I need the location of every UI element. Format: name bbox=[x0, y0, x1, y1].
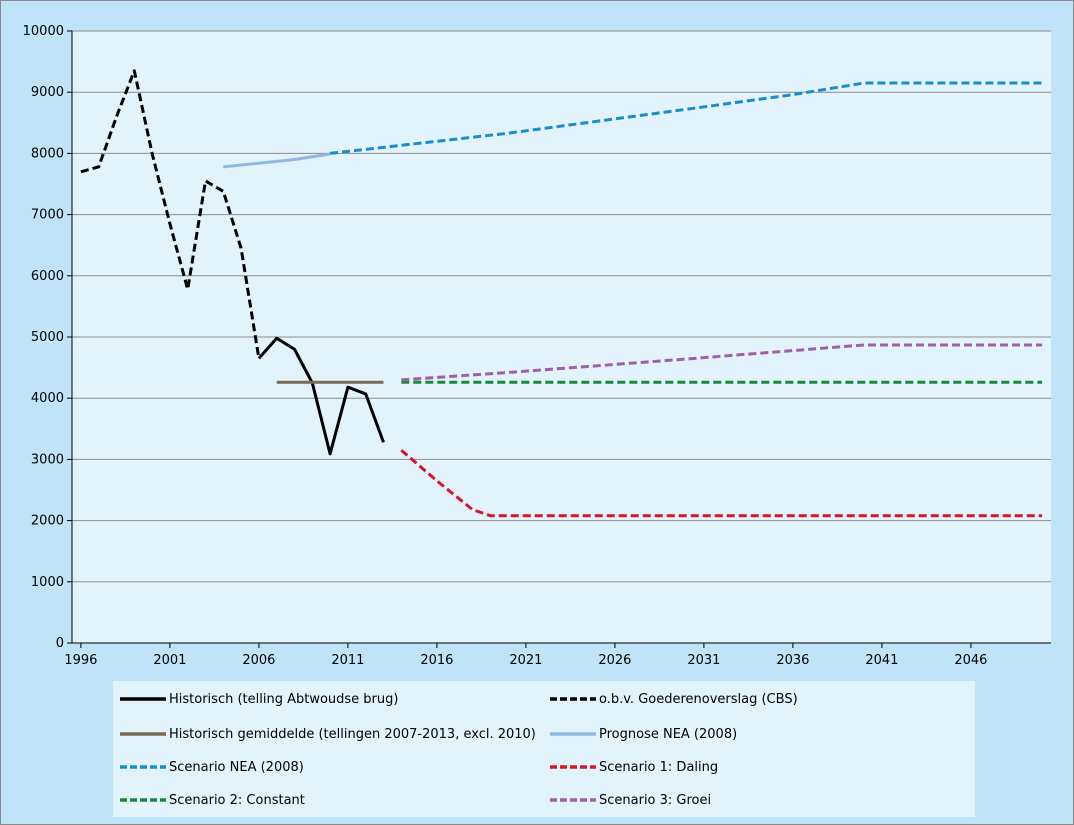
legend-swatch bbox=[120, 732, 166, 736]
legend-label: Scenario NEA (2008) bbox=[169, 759, 304, 775]
y-tick-label: 6000 bbox=[31, 269, 64, 284]
y-tick-label: 7000 bbox=[31, 208, 64, 223]
y-tick-label: 5000 bbox=[31, 330, 64, 345]
y-tick-label: 4000 bbox=[31, 391, 64, 406]
y-tick-label: 9000 bbox=[31, 85, 64, 100]
series-line bbox=[401, 343, 1043, 382]
legend-swatch bbox=[120, 798, 166, 802]
legend-swatch bbox=[120, 765, 166, 769]
legend-item: Scenario 3: Groei bbox=[549, 790, 711, 810]
x-tick-label: 2021 bbox=[509, 653, 542, 668]
series-line bbox=[223, 152, 331, 169]
legend-item: Scenario NEA (2008) bbox=[119, 757, 304, 777]
x-tick-label: 2041 bbox=[865, 653, 898, 668]
legend-swatch bbox=[550, 798, 596, 802]
y-tick-label: 8000 bbox=[31, 146, 64, 161]
legend-label: Scenario 2: Constant bbox=[169, 792, 305, 808]
line-chart: 0 1000 2000 3000 4000 5000 6000 7000 8000 9000 100… bbox=[23, 24, 1051, 668]
x-tick-label: 2031 bbox=[687, 653, 720, 668]
legend-item: Scenario 1: Daling bbox=[549, 757, 718, 777]
legend-label: Scenario 3: Groei bbox=[599, 792, 712, 808]
x-tick-label: 1996 bbox=[64, 653, 97, 668]
y-tick-label: 0 bbox=[56, 636, 64, 651]
y-tick-label: 10000 bbox=[23, 24, 64, 39]
series-line bbox=[80, 69, 261, 359]
y-tick-label: 2000 bbox=[31, 514, 64, 529]
legend-item: Prognose NEA (2008) bbox=[549, 724, 737, 744]
y-tick-label: 1000 bbox=[31, 575, 64, 590]
legend-swatch bbox=[550, 732, 596, 736]
x-tick-label: 2001 bbox=[153, 653, 186, 668]
legend-label: Historisch (telling Abtwoudse brug) bbox=[169, 691, 399, 707]
legend-label: Prognose NEA (2008) bbox=[599, 726, 738, 742]
x-tick-label: 2016 bbox=[420, 653, 453, 668]
legend-swatch bbox=[550, 765, 596, 769]
legend-item: Historisch (telling Abtwoudse brug) bbox=[119, 689, 398, 709]
x-tick-label: 2036 bbox=[776, 653, 809, 668]
legend-label: Historisch gemiddelde (tellingen 2007-20… bbox=[169, 726, 536, 742]
series-line bbox=[329, 81, 1043, 155]
x-tick-label: 2046 bbox=[954, 653, 987, 668]
legend-item: o.b.v. Goederenoverslag (CBS) bbox=[549, 689, 798, 709]
legend-label: o.b.v. Goederenoverslag (CBS) bbox=[599, 691, 798, 707]
y-tick-label: 3000 bbox=[31, 452, 64, 467]
legend-item: Historisch gemiddelde (tellingen 2007-20… bbox=[119, 724, 536, 744]
legend-item: Scenario 2: Constant bbox=[119, 790, 305, 810]
legend-label: Scenario 1: Daling bbox=[599, 759, 719, 775]
series-line bbox=[257, 336, 385, 456]
legend-swatch bbox=[120, 697, 166, 701]
x-tick-label: 2026 bbox=[598, 653, 631, 668]
series-line bbox=[400, 449, 1043, 518]
x-tick-label: 2011 bbox=[331, 653, 364, 668]
legend-swatch bbox=[550, 697, 596, 701]
x-tick-label: 2006 bbox=[242, 653, 275, 668]
legend: Historisch (telling Abtwoudse brug) o.b.v… bbox=[113, 681, 975, 817]
